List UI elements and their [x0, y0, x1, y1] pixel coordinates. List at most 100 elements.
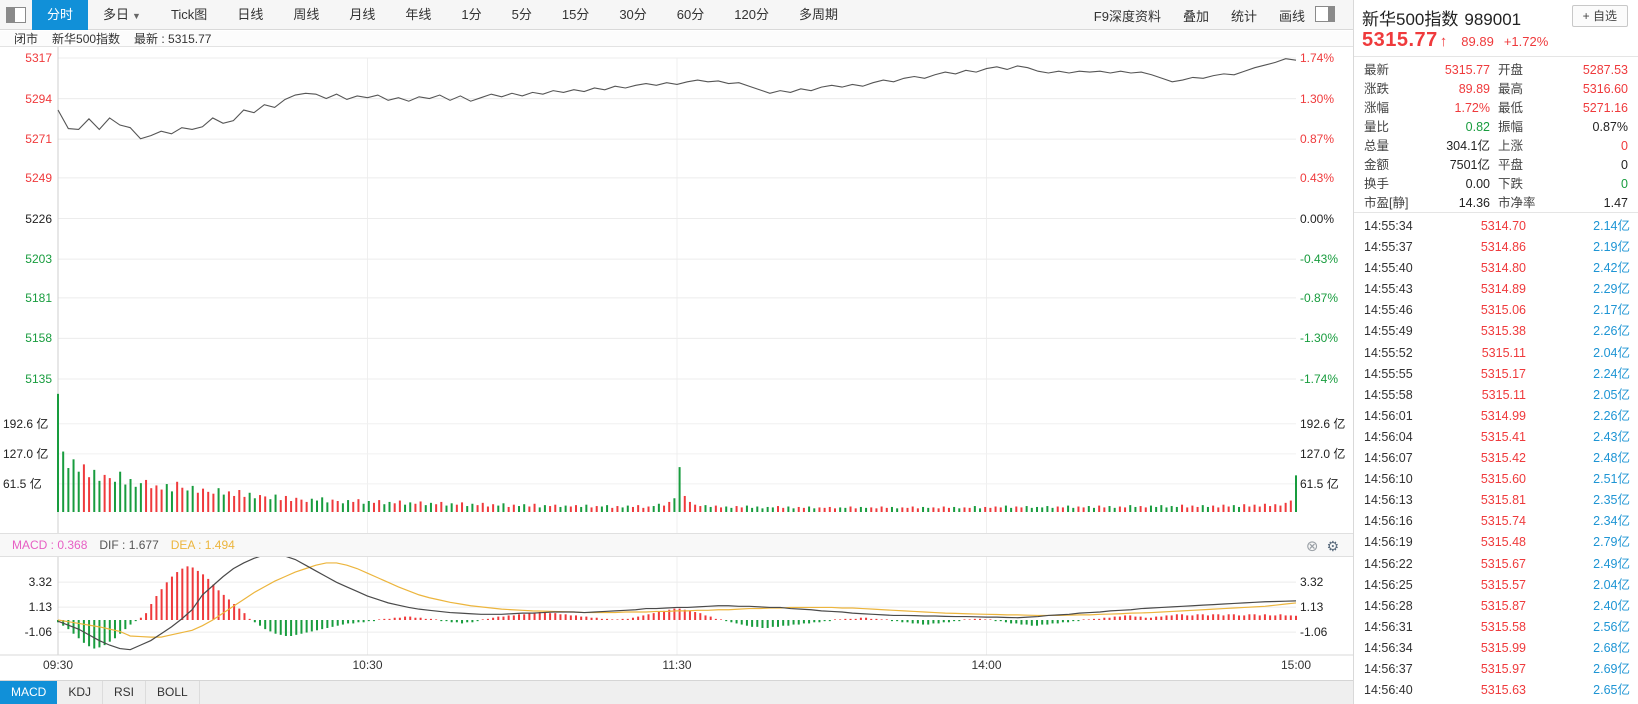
stat-value: 0: [1621, 158, 1628, 172]
tick-price: 5314.99: [1480, 408, 1526, 423]
tick-row: 14:55:55 5315.17 2.24亿: [1354, 364, 1638, 385]
period-tab-日线[interactable]: 日线: [237, 6, 264, 22]
tick-row: 14:56:19 5315.48 2.79亿: [1354, 532, 1638, 553]
toolbar-action-F9深度资料[interactable]: F9深度资料: [1093, 8, 1161, 24]
tick-volume: 2.04亿: [1593, 345, 1630, 360]
tick-time: 14:56:28: [1364, 598, 1413, 613]
stat-value: 5271.16: [1582, 101, 1628, 115]
tick-volume: 2.43亿: [1593, 429, 1630, 444]
tick-volume: 2.26亿: [1593, 324, 1630, 339]
pct-axis-label: 0.87%: [1300, 132, 1335, 147]
tick-volume: 2.34亿: [1593, 514, 1630, 529]
close-indicator-icon[interactable]: ⊗: [1305, 537, 1319, 555]
indicator-tab-bar: MACD KDJ RSI BOLL: [0, 680, 1353, 704]
pct-axis-label: -0.43%: [1300, 252, 1339, 267]
chart-region: 5317 1.74% 5294 1.30% 5271 0.87% 5249 0.43% 5226…: [0, 47, 1353, 704]
tick-time: 14:56:37: [1364, 661, 1413, 676]
stat-label: 换手: [1364, 177, 1390, 191]
time-axis-label: 10:30: [352, 658, 383, 672]
period-tab-1分[interactable]: 1分: [461, 6, 482, 22]
collapse-left-panel-icon[interactable]: [6, 6, 26, 23]
period-tab-5分[interactable]: 5分: [511, 6, 532, 22]
tick-volume: 2.65亿: [1593, 683, 1630, 698]
stat-value: 5315.77: [1444, 63, 1490, 77]
instrument-name: 新华500指数: [52, 32, 121, 46]
stat-label: 金额: [1364, 158, 1390, 172]
collapse-right-panel-icon[interactable]: [1315, 6, 1335, 22]
period-tab-月线[interactable]: 月线: [349, 6, 376, 22]
last-price: 5315.77: [1362, 29, 1438, 51]
period-tab-60分[interactable]: 60分: [676, 6, 705, 22]
volume-axis-label: 61.5 亿: [3, 476, 42, 491]
price-change: 89.89: [1461, 34, 1494, 49]
stat-value: 14.36: [1458, 196, 1490, 210]
period-tab-15分[interactable]: 15分: [561, 6, 590, 22]
macd-value-label: MACD : 0.368: [12, 538, 88, 552]
period-tab-Tick图[interactable]: Tick图: [170, 6, 208, 22]
tick-time: 14:56:40: [1364, 683, 1413, 698]
price-axis-label: 5226: [25, 211, 52, 226]
intraday-chart-canvas[interactable]: [0, 47, 1353, 657]
stat-label: 涨跌: [1364, 82, 1390, 96]
toolbar-action-叠加[interactable]: 叠加: [1182, 8, 1209, 24]
price-axis-label: 5203: [25, 252, 52, 267]
pct-axis-label: -0.87%: [1300, 290, 1339, 305]
indicator-settings-gear-icon[interactable]: ⚙: [1326, 538, 1339, 554]
stat-label: 最新: [1364, 63, 1390, 77]
toolbar-action-画线[interactable]: 画线: [1278, 8, 1305, 24]
add-watchlist-button[interactable]: + 自选: [1571, 5, 1628, 27]
stat-value: 1.47: [1603, 196, 1628, 210]
stat-label: 总量: [1364, 139, 1390, 153]
period-tab-分时[interactable]: 分时: [32, 0, 89, 30]
period-tab-周线[interactable]: 周线: [293, 6, 320, 22]
price-row: 5315.77 ↑ 89.89 +1.72%: [1362, 29, 1548, 52]
stat-label: 平盘: [1498, 158, 1524, 172]
tick-volume: 2.29亿: [1593, 282, 1630, 297]
indicator-tab-RSI[interactable]: RSI: [103, 681, 147, 704]
tick-volume: 2.69亿: [1593, 661, 1630, 676]
tick-time: 14:56:31: [1364, 619, 1413, 634]
stat-value: 0.87%: [1592, 120, 1628, 134]
period-tab-多周期[interactable]: 多周期: [798, 6, 838, 22]
panel-divider: [1353, 0, 1354, 704]
volume-axis-label: 192.6 亿: [1300, 416, 1346, 431]
indicator-tab-MACD[interactable]: MACD: [0, 681, 58, 704]
stat-row: 市盈[静] 14.36 市净率 1.47: [1354, 194, 1638, 213]
stat-label: 开盘: [1498, 63, 1524, 77]
up-arrow-icon: ↑: [1439, 33, 1448, 50]
tick-price: 5315.58: [1480, 619, 1526, 634]
stat-value: 5316.60: [1582, 82, 1628, 96]
indicator-tab-KDJ[interactable]: KDJ: [57, 681, 104, 704]
stat-value: 7501亿: [1449, 158, 1490, 172]
tick-volume: 2.68亿: [1593, 640, 1630, 655]
stat-label: 市盈[静]: [1364, 196, 1409, 210]
tick-row: 14:56:37 5315.97 2.69亿: [1354, 659, 1638, 680]
tick-price: 5315.42: [1480, 451, 1526, 466]
toolbar-right-actions: F9深度资料 叠加 统计 画线: [1072, 0, 1305, 30]
price-axis-label: 5294: [25, 91, 52, 106]
tick-time: 14:55:43: [1364, 282, 1413, 297]
quote-stats-table: 最新 5315.77 开盘 5287.53 涨跌 89.89 最高 5316.60 涨幅 1.72…: [1354, 58, 1638, 213]
stat-value: 5287.53: [1582, 63, 1628, 77]
tick-row: 14:56:25 5315.57 2.04亿: [1354, 575, 1638, 596]
period-tab-年线[interactable]: 年线: [405, 6, 432, 22]
tick-row: 14:55:49 5315.38 2.26亿: [1354, 321, 1638, 342]
tick-price: 5315.81: [1480, 493, 1526, 508]
toolbar-action-统计[interactable]: 统计: [1230, 8, 1257, 24]
tick-price: 5315.60: [1480, 472, 1526, 487]
tick-time: 14:56:19: [1364, 535, 1413, 550]
volume-axis-label: 61.5 亿: [1300, 476, 1339, 491]
period-tab-30分[interactable]: 30分: [619, 6, 647, 22]
tick-price: 5315.06: [1480, 303, 1526, 318]
period-tab-120分[interactable]: 120分: [734, 6, 769, 22]
stat-value: 0: [1621, 139, 1628, 153]
quote-header: 新华500指数 989001 + 自选 5315.77 ↑ 89.89 +1.72…: [1354, 0, 1638, 57]
volume-axis-label: 127.0 亿: [1300, 446, 1346, 461]
period-tab-多日[interactable]: 多日 ▼: [103, 6, 141, 22]
tick-volume: 2.40亿: [1593, 598, 1630, 613]
pct-axis-label: -1.74%: [1300, 372, 1339, 386]
indicator-tab-BOLL[interactable]: BOLL: [146, 681, 200, 704]
tick-list[interactable]: 14:55:34 5314.70 2.14亿 14:55:37 5314.86 2.19亿…: [1354, 216, 1638, 704]
instrument-title: 新华500指数 989001: [1362, 5, 1521, 30]
